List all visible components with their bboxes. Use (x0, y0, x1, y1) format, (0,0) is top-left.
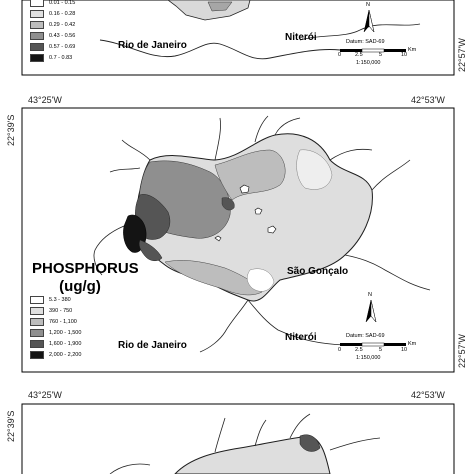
datum-top: Datum: SAD-69 (346, 39, 385, 45)
scale-tick: 2.5 (355, 347, 363, 353)
lon-left-bottom: 43°25'W (28, 390, 62, 400)
bottom-rivers (214, 413, 381, 453)
middle-panel-frame (21, 107, 455, 373)
island-1 (239, 184, 250, 194)
legend-swatch (30, 21, 44, 29)
north-label-middle: N (368, 292, 372, 298)
place-niteroi-middle: Niterói (285, 332, 317, 343)
legend-swatch (30, 10, 44, 18)
legend-label: 0.57 - 0.69 (49, 44, 76, 50)
scale-ratio: 1:150,000 (356, 355, 381, 361)
legend-label: 390 - 750 (49, 308, 73, 314)
river-nw (109, 139, 151, 173)
legend-label: 1,200 - 1,500 (49, 330, 82, 336)
scale-bar-middle (340, 342, 406, 347)
map-title: PHOSPHORUS (ug/g) (32, 260, 139, 296)
legend-label: 0.7 - 0.83 (49, 55, 73, 61)
legend-swatch (30, 32, 44, 40)
legend-label: 2,000 - 2,200 (49, 352, 82, 358)
legend-swatch (30, 307, 44, 315)
coast-west (93, 225, 125, 276)
top-bay-patch (207, 1, 233, 12)
lon-right-middle: 42°53'W (411, 95, 445, 105)
place-rio-top: Rio de Janeiro (118, 40, 187, 51)
top-coastline (99, 39, 341, 60)
bottom-coast-west (109, 463, 151, 474)
scale-tick: 0 (338, 347, 342, 353)
map-title-line2: (ug/g) (59, 278, 101, 295)
zone-dark-channel (138, 239, 163, 261)
legend-label: 760 - 1,100 (49, 319, 77, 325)
island-4 (214, 235, 222, 242)
legend-swatch (30, 54, 44, 62)
scale-tick: 5 (379, 347, 383, 353)
bottom-dark-patch (299, 434, 321, 452)
legend-label: 0.29 - 0.42 (49, 22, 76, 28)
island-2 (254, 207, 263, 215)
legend-swatch (30, 351, 44, 359)
coast-east (344, 254, 431, 291)
legend-swatch (30, 329, 44, 337)
scale-unit: Km (408, 341, 417, 347)
scale-tick: 5 (379, 52, 383, 58)
scale-tick: 2.5 (355, 52, 363, 58)
river-north (214, 115, 301, 161)
island-3 (267, 225, 277, 234)
river-ne (329, 148, 411, 191)
lon-left-middle: 43°25'W (28, 95, 62, 105)
lat-bottom-middle: 22°57'W (457, 334, 467, 368)
scale-tick: 10 (401, 347, 408, 353)
zone-east-light (296, 149, 333, 190)
middle-legend: 5.3 - 380 390 - 750 760 - 1,100 1,200 - … (30, 295, 110, 361)
top-panel-frame (21, 0, 455, 76)
lat-label-top-bottom: 22°57'W (457, 38, 467, 72)
scale-tick: 10 (401, 52, 408, 58)
legend-label: 0.16 - 0.28 (49, 11, 76, 17)
place-sao-goncalo: São Gonçalo (287, 266, 349, 277)
legend-label: 1,600 - 1,900 (49, 341, 82, 347)
lat-top-bottom: 22°39'S (6, 410, 16, 442)
zone-light-west (214, 149, 286, 201)
legend-label: 0.01 - 0.15 (49, 0, 76, 6)
datum-middle: Datum: SAD-69 (346, 333, 385, 339)
lon-right-bottom: 42°53'W (411, 390, 445, 400)
scale-bar-top (340, 48, 406, 53)
top-legend: 0.01 - 0.15 0.16 - 0.28 0.29 - 0.42 0.43… (30, 0, 110, 66)
zone-mid-patch (221, 197, 235, 211)
bottom-panel-frame (21, 403, 455, 474)
scale-ratio: 1:150,000 (356, 60, 381, 66)
coast-south (199, 299, 346, 353)
zone-lower-light (164, 260, 263, 296)
scale-unit: Km (408, 47, 417, 53)
top-coastline-2 (299, 23, 421, 41)
zone-south-white (247, 268, 275, 292)
legend-swatch (30, 318, 44, 326)
scale-tick: 0 (338, 52, 342, 58)
legend-swatch (30, 0, 44, 7)
north-label-top: N (366, 2, 370, 8)
legend-label: 0.43 - 0.56 (49, 33, 76, 39)
legend-swatch (30, 340, 44, 348)
legend-label: 5.3 - 380 (49, 297, 71, 303)
lat-top-middle: 22°39'S (6, 114, 16, 146)
legend-swatch (30, 296, 44, 304)
legend-swatch (30, 43, 44, 51)
place-rio-middle: Rio de Janeiro (118, 340, 187, 351)
map-title-line1: PHOSPHORUS (32, 260, 139, 277)
bottom-bay-water (174, 435, 331, 474)
place-niteroi-top: Niterói (285, 32, 317, 43)
